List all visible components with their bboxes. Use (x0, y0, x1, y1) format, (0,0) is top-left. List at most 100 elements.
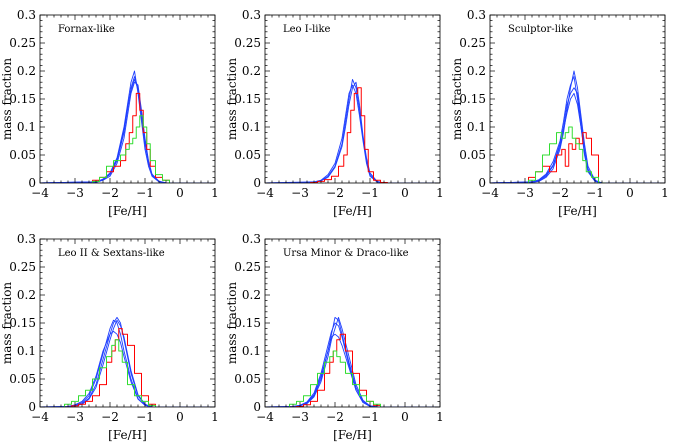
x-tick-label: −3 (291, 186, 309, 200)
x-tick-label: 1 (661, 186, 669, 200)
y-tick-label: 0.05 (234, 372, 261, 386)
x-tick-label: 1 (436, 410, 444, 424)
series-line-model-2 (265, 84, 440, 183)
panel-ursa-minor-draco: −4 −3 −2 −1 0 1 0 0.05 0.1 0.15 0.2 0.25 0.3 [Fe/H] ma… (225, 232, 444, 442)
series-line-model-2 (40, 70, 215, 183)
y-tick-label: 0 (28, 400, 36, 414)
panel-leo-ii-sextans: −4 −3 −2 −1 0 1 0 0.05 0.1 0.15 0.2 0.25 0.3 [Fe/H] ma… (0, 232, 219, 442)
series-line-model-4 (40, 330, 215, 407)
x-tick-label: −2 (101, 410, 119, 424)
y-tick-label: 0.3 (242, 232, 261, 246)
y-tick-label: 0.05 (459, 148, 486, 162)
x-axis-label: [Fe/H] (108, 204, 147, 218)
panel-sculptor: −4 −3 −2 −1 0 1 0 0.05 0.1 0.15 0.2 0.25 0.3 [Fe/H] ma… (450, 8, 669, 218)
series-group (490, 70, 665, 183)
series-line-observed-green (92, 115, 170, 183)
y-tick-label: 0.1 (242, 344, 261, 358)
y-tick-label: 0 (253, 176, 261, 190)
y-tick-label: 0.1 (17, 344, 36, 358)
series-line-observed-red (310, 87, 388, 183)
panel-leo-i: −4 −3 −2 −1 0 1 0 0.05 0.1 0.15 0.2 0.25 0.3 [Fe/H] ma… (225, 8, 444, 218)
x-tick-label: −1 (361, 186, 379, 200)
y-tick-label: 0.2 (242, 64, 261, 78)
x-tick-label: −3 (66, 186, 84, 200)
y-tick-label: 0.05 (9, 372, 36, 386)
x-tick-label: −2 (326, 186, 344, 200)
series-line-model-4 (490, 76, 665, 183)
y-tick-label: 0.2 (467, 64, 486, 78)
series-line-model-2 (490, 87, 665, 183)
panel-title: Leo II & Sextans-like (58, 248, 165, 259)
y-tick-label: 0.2 (242, 288, 261, 302)
y-tick-label: 0.15 (234, 92, 261, 106)
x-tick-label: −2 (101, 186, 119, 200)
x-tick-label: 0 (176, 410, 184, 424)
x-axis-label: [Fe/H] (333, 204, 372, 218)
x-tick-label: 1 (211, 410, 219, 424)
x-tick-label: −3 (291, 410, 309, 424)
y-tick-label: 0.1 (242, 120, 261, 134)
x-tick-label: −3 (516, 186, 534, 200)
y-tick-label: 0.15 (9, 316, 36, 330)
y-tick-label: 0.15 (9, 92, 36, 106)
y-tick-label: 0.1 (17, 120, 36, 134)
x-tick-label: −1 (361, 410, 379, 424)
y-axis-label: mass fraction (0, 282, 14, 365)
y-axis-label: mass fraction (450, 58, 464, 141)
series-line-observed-red (64, 328, 156, 407)
series-line-model-4 (265, 333, 440, 407)
panel-title: Leo I-like (283, 24, 331, 35)
y-tick-label: 0 (478, 176, 486, 190)
y-tick-label: 0.25 (9, 36, 36, 50)
series-line-model-1 (40, 76, 215, 183)
y-tick-label: 0.3 (17, 232, 36, 246)
x-tick-label: 0 (176, 186, 184, 200)
series-line-observed-green (64, 339, 156, 407)
series-line-model-3 (40, 81, 215, 183)
series-line-observed-red (92, 92, 170, 183)
y-tick-label: 0.2 (17, 288, 36, 302)
panel-title: Sculptor-like (508, 24, 573, 35)
x-tick-label: −4 (256, 186, 274, 200)
y-tick-label: 0.25 (9, 260, 36, 274)
series-line-observed-green (528, 126, 606, 183)
x-tick-label: −2 (326, 410, 344, 424)
panel-title: Ursa Minor & Draco-like (283, 248, 409, 259)
axes-frame (264, 14, 441, 184)
y-tick-label: 0.1 (467, 120, 486, 134)
y-tick-label: 0 (253, 400, 261, 414)
x-tick-label: 0 (626, 186, 634, 200)
x-tick-label: −1 (136, 186, 154, 200)
x-tick-label: −2 (551, 186, 569, 200)
series-line-observed-red (528, 132, 606, 183)
y-tick-label: 0.3 (242, 8, 261, 22)
y-tick-label: 0 (28, 176, 36, 190)
x-axis-label: [Fe/H] (558, 204, 597, 218)
x-tick-label: 0 (401, 410, 409, 424)
y-tick-label: 0.3 (17, 8, 36, 22)
series-line-model-1 (490, 70, 665, 183)
x-tick-label: −3 (66, 410, 84, 424)
y-tick-label: 0.05 (234, 148, 261, 162)
series-line-model-1 (265, 78, 440, 183)
x-tick-label: −4 (256, 410, 274, 424)
series-group (265, 316, 440, 407)
x-tick-label: 1 (436, 186, 444, 200)
x-tick-label: 0 (401, 186, 409, 200)
y-axis-label: mass fraction (225, 58, 239, 141)
y-axis-label: mass fraction (225, 282, 239, 365)
panel-title: Fornax-like (58, 24, 115, 35)
y-tick-label: 0.25 (459, 36, 486, 50)
series-line-model-3 (40, 319, 215, 407)
x-tick-label: −4 (31, 186, 49, 200)
x-axis-label: [Fe/H] (333, 428, 372, 442)
series-group (265, 78, 440, 183)
panel-fornax: −4 −3 −2 −1 0 1 0 0.05 0.1 0.15 0.2 0.25 0.3 [Fe/H] ma… (0, 8, 219, 218)
x-tick-label: −1 (136, 410, 154, 424)
y-tick-label: 0.2 (17, 64, 36, 78)
axes-frame (39, 14, 216, 184)
y-tick-label: 0.3 (467, 8, 486, 22)
series-line-model-3 (265, 81, 440, 183)
x-tick-label: −4 (31, 410, 49, 424)
